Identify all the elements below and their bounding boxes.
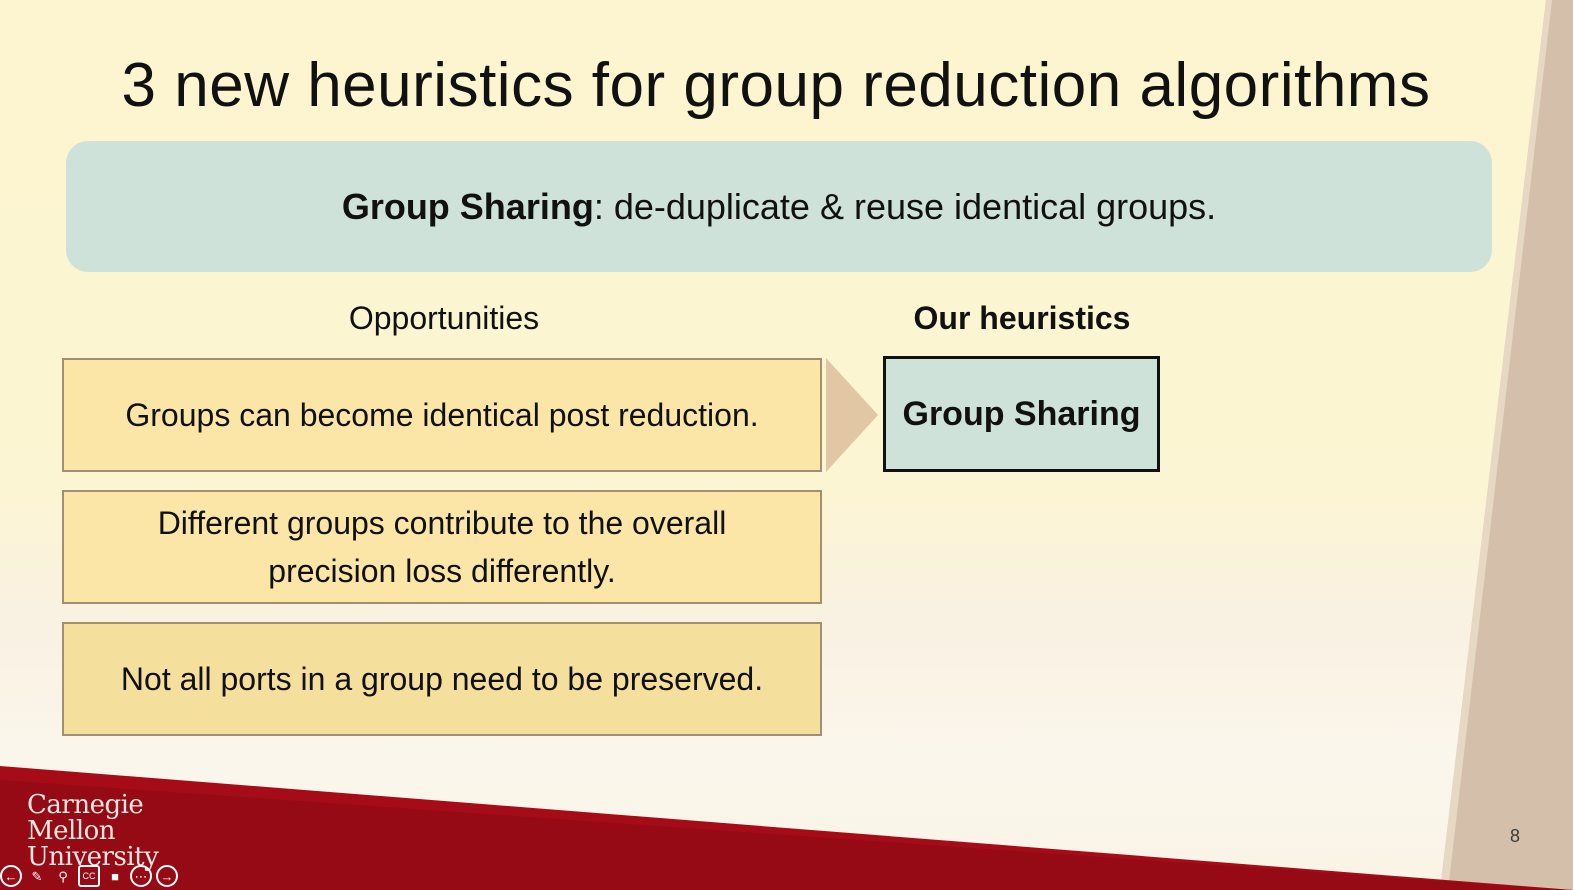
video-icon[interactable]: ■ (111, 868, 119, 884)
presentation-controls: ← ✎ ⚲ CC ■ ⋯ → (0, 862, 178, 890)
heuristic-label: Group Sharing (902, 394, 1141, 433)
opportunity-box: Not all ports in a group need to be pres… (62, 622, 822, 736)
heuristics-heading: Our heuristics (913, 300, 1131, 336)
zoom-icon[interactable]: ⚲ (58, 868, 68, 884)
opportunity-text: Groups can become identical post reducti… (125, 397, 759, 433)
more-icon[interactable]: ⋯ (130, 865, 152, 887)
opportunities-heading: Opportunities (348, 300, 540, 336)
definition-banner: Group Sharing: de-duplicate & reuse iden… (66, 141, 1492, 272)
opportunity-text: Different groups contribute to the overa… (157, 505, 727, 589)
arrow-shape (826, 358, 878, 472)
opportunity-box: Different groups contribute to the overa… (62, 490, 822, 604)
opportunity-box: Groups can become identical post reducti… (62, 358, 822, 472)
pen-icon[interactable]: ✎ (31, 868, 43, 884)
heuristic-box: Group Sharing (883, 356, 1160, 472)
logo-line: Mellon (27, 816, 116, 846)
captions-icon[interactable]: CC (78, 865, 100, 887)
page-number: 8 (1509, 826, 1520, 846)
prev-icon[interactable]: ← (0, 865, 22, 887)
logo-line: Carnegie (27, 790, 144, 820)
captions-label: CC (82, 870, 96, 881)
opportunity-text: Not all ports in a group need to be pres… (120, 661, 764, 697)
slide-title: 3 new heuristics for group reduction alg… (121, 51, 1431, 120)
university-logo: Carnegie Mellon University (27, 790, 159, 870)
next-icon[interactable]: → (156, 865, 178, 887)
banner-term: Group Sharing (341, 185, 594, 227)
banner-definition: : de-duplicate & reuse identical groups. (593, 185, 1217, 227)
